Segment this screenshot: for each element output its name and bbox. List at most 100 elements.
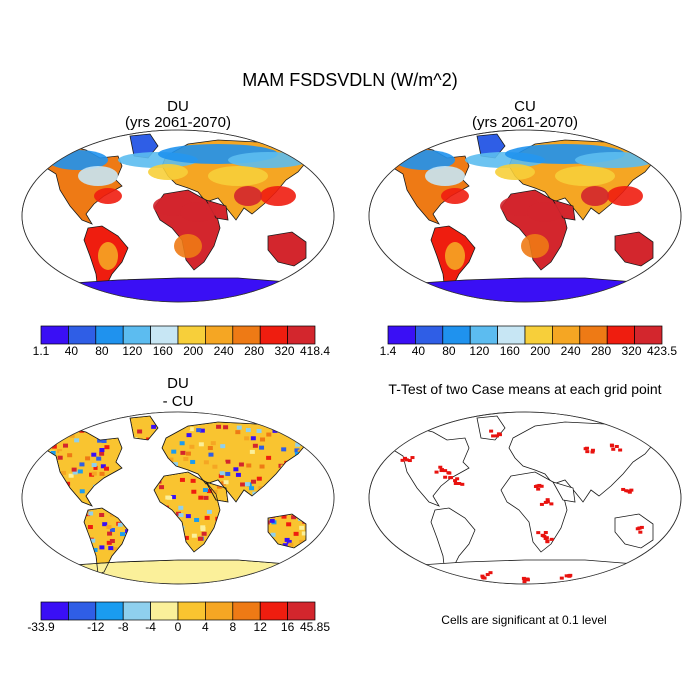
colorbar-label: 280 [591,344,611,358]
significant-cell [536,531,541,535]
colorbar-label: -33.9 [27,620,55,634]
significant-cell [482,576,487,580]
significant-cell [609,443,614,447]
colorbar-label: 120 [469,344,489,358]
significance-note: Cells are significant at 0.1 level [441,613,606,627]
significant-cell [521,576,526,580]
diff-cell [42,426,48,431]
panel-title-diff-0: DU [167,375,189,392]
significant-cell [434,470,439,474]
significant-cell [585,450,590,454]
colorbar-label: 40 [65,344,79,358]
significant-cell [457,482,462,486]
field-patch [148,164,188,180]
diff-cell [314,448,320,453]
colorbar-swatch [232,601,261,621]
field-patch [228,152,308,168]
significant-cell [443,469,448,473]
colorbar-swatch [95,325,124,345]
colorbar-label: 418.4 [300,344,330,358]
significant-cell [448,476,453,480]
colorbar-swatch [442,325,471,345]
significant-cell [614,444,619,448]
significant-cell [489,429,494,433]
land-greenland [129,133,159,159]
significant-cell [447,471,452,475]
land-na [386,427,470,507]
colorbar-label: -8 [118,620,129,634]
significant-cell [549,502,554,506]
colorbar-label: 45.85 [300,620,330,634]
colorbar-label: 160 [153,344,173,358]
colorbar-swatch [259,325,288,345]
panel-title-cu-1: (yrs 2061-2070) [472,114,578,131]
land-arabia [552,481,576,503]
colorbar-label: 200 [183,344,203,358]
colorbar-swatch [287,601,316,621]
diff-cell [315,436,321,441]
field-patch [174,234,202,258]
figure-title: MAM FSDSVDLN (W/m^2) [242,70,457,90]
colorbar-label: 1.4 [380,344,397,358]
colorbar-swatch [122,601,151,621]
diff-cell [312,432,318,437]
field-patch [94,188,122,204]
panel-ttest: T-Test of two Case means at each grid po… [368,381,682,585]
diff-cell [47,432,53,437]
diff-cell [47,425,53,430]
significant-cell [400,458,405,462]
colorbar-swatch [40,601,69,621]
colorbar-label: 16 [281,620,295,634]
diff-cell [38,435,44,440]
map-du [21,129,335,303]
field-patch [607,186,643,206]
colorbar-label: 423.5 [647,344,677,358]
field-patch [208,166,268,186]
colorbar-swatch [205,325,234,345]
field-patch [521,234,549,258]
colorbar-swatch [524,325,553,345]
colorbar-label: 240 [214,344,234,358]
colorbar-swatch [40,325,69,345]
significant-cell [439,469,444,473]
significant-cell [429,575,434,579]
significant-cell [590,450,595,454]
colorbar-label: 160 [500,344,520,358]
colorbar-label: 280 [244,344,264,358]
significant-cell [429,578,434,582]
colorbar-swatch [469,325,498,345]
field-patch [78,166,118,186]
significant-cell [497,433,502,437]
significant-cell [429,574,434,578]
field-patch [527,202,563,222]
significant-cell [432,573,437,577]
significant-cell [611,447,616,451]
colorbar-label: 80 [95,344,109,358]
significant-cell [544,536,549,540]
field-patch [180,202,216,222]
significant-cell [637,526,642,530]
significant-cell [602,575,607,579]
field-patch [234,186,262,206]
colorbar-label: 240 [561,344,581,358]
significant-cell [543,531,548,535]
panel-title-du-1: (yrs 2061-2070) [125,114,231,131]
significant-cell [453,479,458,483]
colorbar-label: 320 [622,344,642,358]
significant-cell [543,500,548,504]
significant-cell [590,448,595,452]
colorbar-cu: 1.4 40 80 120 160 200 240 280 320 423.5 [380,325,677,358]
significant-cell [438,465,443,469]
significant-cell [621,487,626,491]
colorbar-swatch [150,325,179,345]
land-australia [267,231,307,267]
significant-cell [564,574,569,578]
significant-cell [443,475,448,479]
field-patch [555,166,615,186]
colorbar-swatch [232,325,261,345]
field-patch [445,242,465,270]
colorbar-label: 80 [442,344,456,358]
significant-cell [431,574,436,578]
significant-cell [584,446,589,450]
significant-cell [539,502,544,506]
